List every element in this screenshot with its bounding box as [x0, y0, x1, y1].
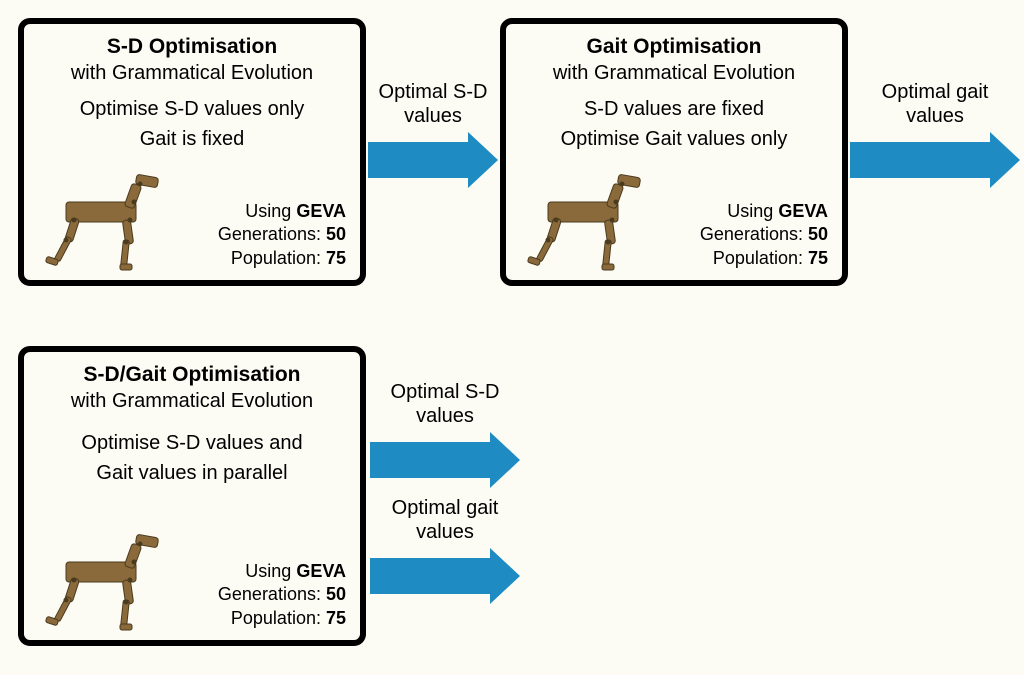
arrow-combo-sd-out: Optimal S-Dvalues — [370, 380, 520, 488]
box-stats: Using GEVA Generations: 50 Population: 7… — [218, 200, 346, 270]
arrow-combo-gait-out: Optimal gaitvalues — [370, 496, 520, 604]
box-title: Gait Optimisation — [520, 34, 828, 59]
box-line1: Optimise S-D values only — [38, 96, 346, 122]
creature-icon — [38, 532, 168, 632]
creature-icon — [38, 172, 168, 272]
arrow-label: Optimal gaitvalues — [370, 496, 520, 544]
box-line2: Gait values in parallel — [38, 460, 346, 486]
arrow-label: Optimal S-Dvalues — [368, 80, 498, 128]
arrow-icon — [368, 132, 498, 188]
arrow-icon — [370, 432, 520, 488]
arrow-sd-to-gait: Optimal S-Dvalues — [368, 80, 498, 188]
box-gait-optimisation: Gait Optimisation with Grammatical Evolu… — [500, 18, 848, 286]
arrow-icon — [850, 132, 1020, 188]
arrow-label: Optimal gaitvalues — [850, 80, 1020, 128]
arrow-icon — [370, 548, 520, 604]
creature-icon — [520, 172, 650, 272]
box-stats: Using GEVA Generations: 50 Population: 7… — [218, 560, 346, 630]
box-combo-optimisation: S-D/Gait Optimisation with Grammatical E… — [18, 346, 366, 646]
box-line2: Gait is fixed — [38, 126, 346, 152]
arrow-gait-out: Optimal gaitvalues — [850, 80, 1020, 188]
box-sd-optimisation: S-D Optimisation with Grammatical Evolut… — [18, 18, 366, 286]
box-line1: S-D values are fixed — [520, 96, 828, 122]
box-line1: Optimise S-D values and — [38, 430, 346, 456]
box-subtitle: with Grammatical Evolution — [520, 61, 828, 86]
box-title: S-D Optimisation — [38, 34, 346, 59]
box-subtitle: with Grammatical Evolution — [38, 61, 346, 86]
box-subtitle: with Grammatical Evolution — [38, 389, 346, 414]
box-stats: Using GEVA Generations: 50 Population: 7… — [700, 200, 828, 270]
arrow-label: Optimal S-Dvalues — [370, 380, 520, 428]
box-title: S-D/Gait Optimisation — [38, 362, 346, 387]
box-line2: Optimise Gait values only — [520, 126, 828, 152]
